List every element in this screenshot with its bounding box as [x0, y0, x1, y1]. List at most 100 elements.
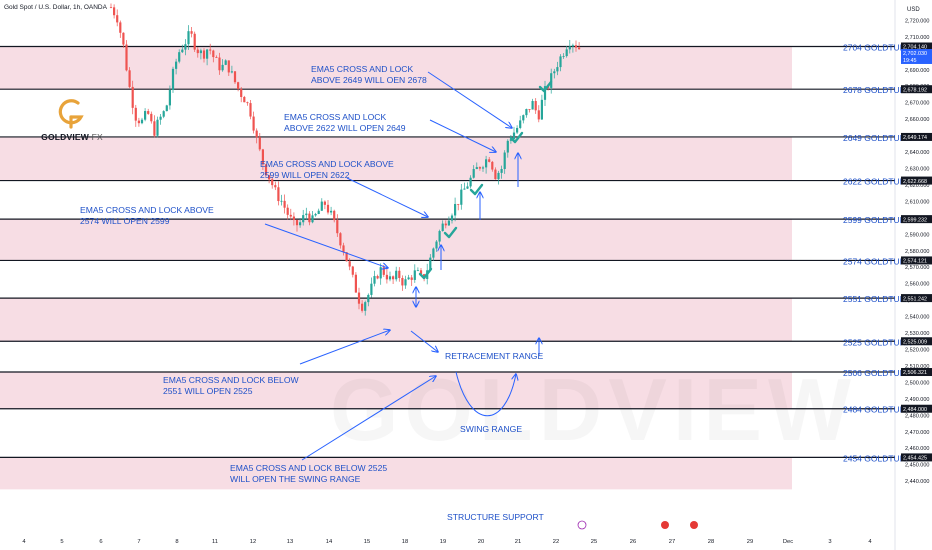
candle-body: [292, 216, 295, 221]
candle-body: [512, 132, 516, 140]
x-tick-label: 27: [669, 539, 675, 545]
candle-body: [404, 279, 407, 286]
candle-body: [500, 169, 503, 173]
candle-body: [571, 45, 574, 47]
annotation-text: WILL OPEN THE SWING RANGE: [230, 474, 361, 484]
candle-body: [274, 185, 277, 188]
candle-body: [382, 267, 385, 275]
countdown-text: 19:45: [903, 58, 917, 64]
candle-body: [184, 44, 187, 50]
candle-body: [336, 220, 339, 234]
zone-band: [0, 219, 792, 261]
candle-body: [246, 102, 249, 104]
candle-body: [494, 169, 497, 180]
candle-body: [395, 270, 398, 280]
candle-body: [233, 71, 237, 83]
x-tick-label: 5: [60, 539, 63, 545]
y-tick-label: 2,480.000: [905, 413, 929, 419]
annotation-arrow: [299, 330, 390, 365]
level-price-badge: 2,454.425: [901, 453, 932, 462]
candle-body: [444, 223, 447, 226]
candle-body: [388, 276, 392, 280]
y-tick-label: 2,530.000: [905, 331, 929, 337]
candle-body: [534, 101, 537, 111]
level-badge-bg: [901, 132, 932, 141]
level-label: 2484 GOLDTURN: [843, 405, 912, 415]
annotation-text: 2551 WILL OPEN 2525: [163, 386, 253, 396]
candle-body: [553, 71, 556, 74]
annotation-text: EMA5 CROSS AND LOCK BELOW 2525: [230, 463, 387, 473]
candle-body: [330, 210, 333, 213]
candle-body: [261, 149, 264, 165]
level-label: 2599 GOLDTURN: [843, 215, 912, 225]
candle-body: [543, 86, 547, 100]
logo-wordmark: GOLDVIEW FX: [40, 132, 104, 142]
candle-body: [556, 67, 559, 72]
level-price-badge: 2,599.232: [901, 215, 932, 223]
x-tick-label: 18: [402, 539, 408, 545]
candle-body: [237, 82, 240, 89]
candle-body: [243, 96, 246, 103]
watermark-text: GOLDVIEW: [330, 360, 857, 459]
candle-body: [528, 109, 531, 110]
candle-body: [447, 220, 450, 226]
candle-body: [367, 294, 370, 303]
candle-body: [153, 121, 156, 136]
y-tick-label: 2,440.000: [905, 479, 929, 485]
candle-body: [134, 107, 137, 121]
level-label: 2649 GOLDTURN: [843, 133, 912, 143]
candle-body: [308, 213, 311, 223]
candle-body: [196, 49, 199, 54]
candle-body: [187, 31, 190, 45]
candle-body: [314, 213, 317, 216]
candle-body: [370, 283, 373, 295]
candle-body: [227, 60, 230, 73]
candle-body: [531, 101, 534, 110]
y-tick-label: 2,590.000: [905, 232, 929, 238]
annotation-arrow: [410, 330, 438, 352]
y-tick-label: 2,540.000: [905, 315, 929, 321]
x-tick-label: 29: [747, 539, 753, 545]
y-tick-label: 2,500.000: [905, 380, 929, 386]
candle-body: [144, 111, 147, 120]
candle-body: [519, 120, 522, 128]
y-tick-label: 2,560.000: [905, 282, 929, 288]
level-badge-text: 2,704.140: [903, 45, 927, 51]
symbol-title: Gold Spot / U.S. Dollar, 1h, OANDA: [4, 4, 107, 11]
candle-body: [429, 257, 432, 271]
candle-body: [568, 46, 571, 50]
candle-body: [215, 57, 218, 58]
candle-body: [485, 159, 488, 168]
candle-body: [230, 71, 233, 73]
candle-body: [162, 111, 165, 117]
level-label: 2704 GOLDTURN: [843, 43, 912, 53]
level-price-badge: 2,678.192: [901, 85, 932, 93]
candle-body: [522, 115, 525, 121]
candle-body: [295, 220, 299, 226]
y-tick-label: 2,620.000: [905, 183, 929, 189]
candle-body: [171, 68, 175, 90]
annotation-arrow: [429, 119, 496, 152]
level-price-badge: 2,622.668: [901, 176, 932, 185]
candle-body: [131, 86, 134, 108]
level-price-badge: 2,551.242: [901, 294, 932, 302]
level-badge-bg: [901, 368, 932, 377]
y-tick-label: 2,670.000: [905, 101, 929, 107]
candle-body: [348, 261, 351, 267]
candle-body: [202, 50, 206, 59]
current-price-badge: [901, 48, 932, 64]
candle-body: [209, 49, 212, 51]
candle-body: [351, 266, 354, 275]
annotation-text: ABOVE 2649 WILL OEN 2678: [311, 75, 427, 85]
level-badge-text: 2,506.321: [903, 370, 927, 376]
candle-body: [323, 201, 326, 205]
candle-body: [407, 277, 410, 280]
candle-body: [125, 44, 128, 71]
candle-body: [460, 189, 463, 205]
candle-body: [320, 201, 323, 211]
level-badge-text: 2,678.192: [903, 87, 927, 93]
candle-body: [286, 207, 289, 215]
level-label: 2525 GOLDTURN: [843, 337, 912, 347]
